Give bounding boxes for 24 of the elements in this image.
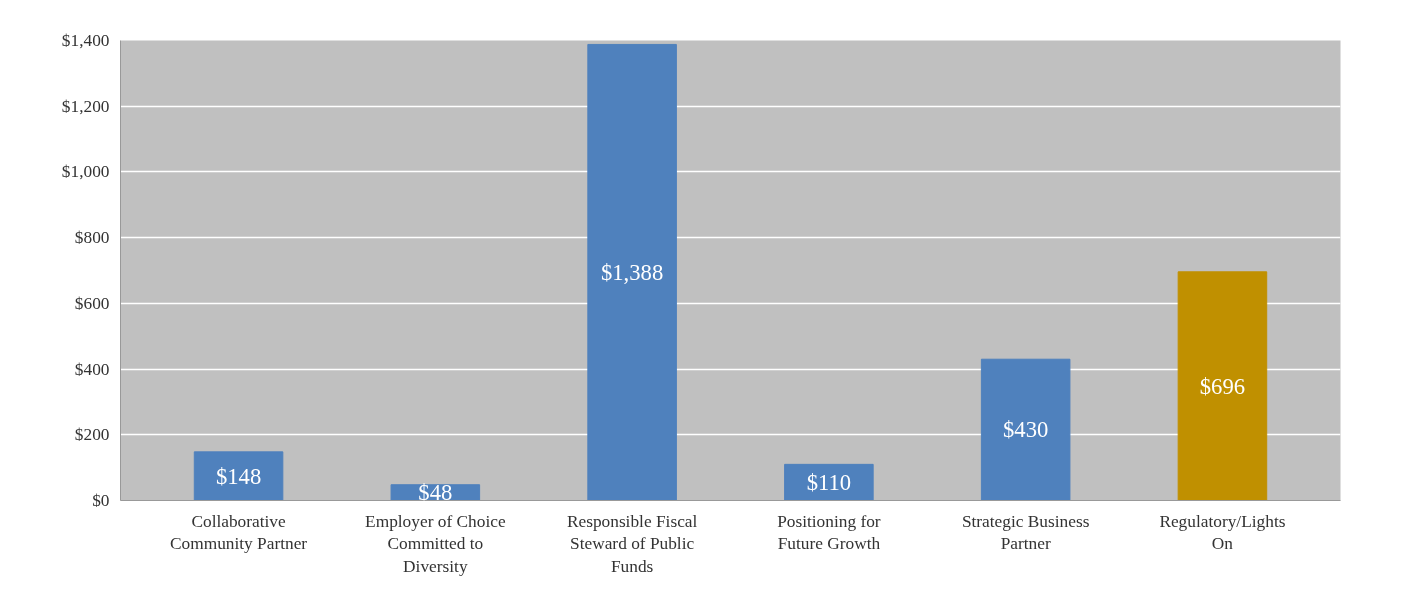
x-tick-label: Strategic Business Partner	[961, 511, 1090, 554]
x-tick-label: Positioning for Future Growth	[777, 511, 881, 554]
y-tick-label: $1,000	[61, 162, 110, 182]
data-label: $696	[1199, 373, 1246, 399]
data-label: $430	[1003, 417, 1049, 443]
y-tick-label: $1,200	[61, 96, 110, 116]
x-tick-label: Regulatory/Lights On	[1159, 511, 1286, 554]
x-tick-label: Responsible Fiscal Steward of Public Funds	[566, 511, 698, 577]
bar	[784, 463, 874, 501]
bar	[980, 358, 1071, 501]
data-label: $148	[215, 463, 262, 489]
y-tick-label: $600	[74, 293, 110, 313]
y-tick-label: $400	[74, 359, 110, 379]
x-tick-label: Collaborative Community Partner	[169, 511, 308, 554]
bar	[587, 43, 677, 501]
bar	[1177, 271, 1268, 501]
bar	[193, 451, 284, 501]
data-label: $1,388	[600, 259, 664, 285]
y-tick-label: $1,400	[61, 31, 110, 50]
y-tick-label: $200	[74, 425, 110, 445]
data-label: $110	[806, 469, 852, 495]
y-tick-label: $0	[92, 491, 110, 510]
x-tick-label: Employer of Choice Committed to Diversity	[365, 511, 506, 577]
y-tick-label: $800	[74, 228, 110, 248]
